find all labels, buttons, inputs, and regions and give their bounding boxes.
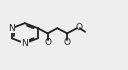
Text: O: O bbox=[44, 38, 51, 47]
Text: N: N bbox=[8, 24, 15, 33]
Text: O: O bbox=[64, 38, 71, 47]
Text: N: N bbox=[22, 39, 28, 48]
Text: O: O bbox=[75, 23, 82, 32]
